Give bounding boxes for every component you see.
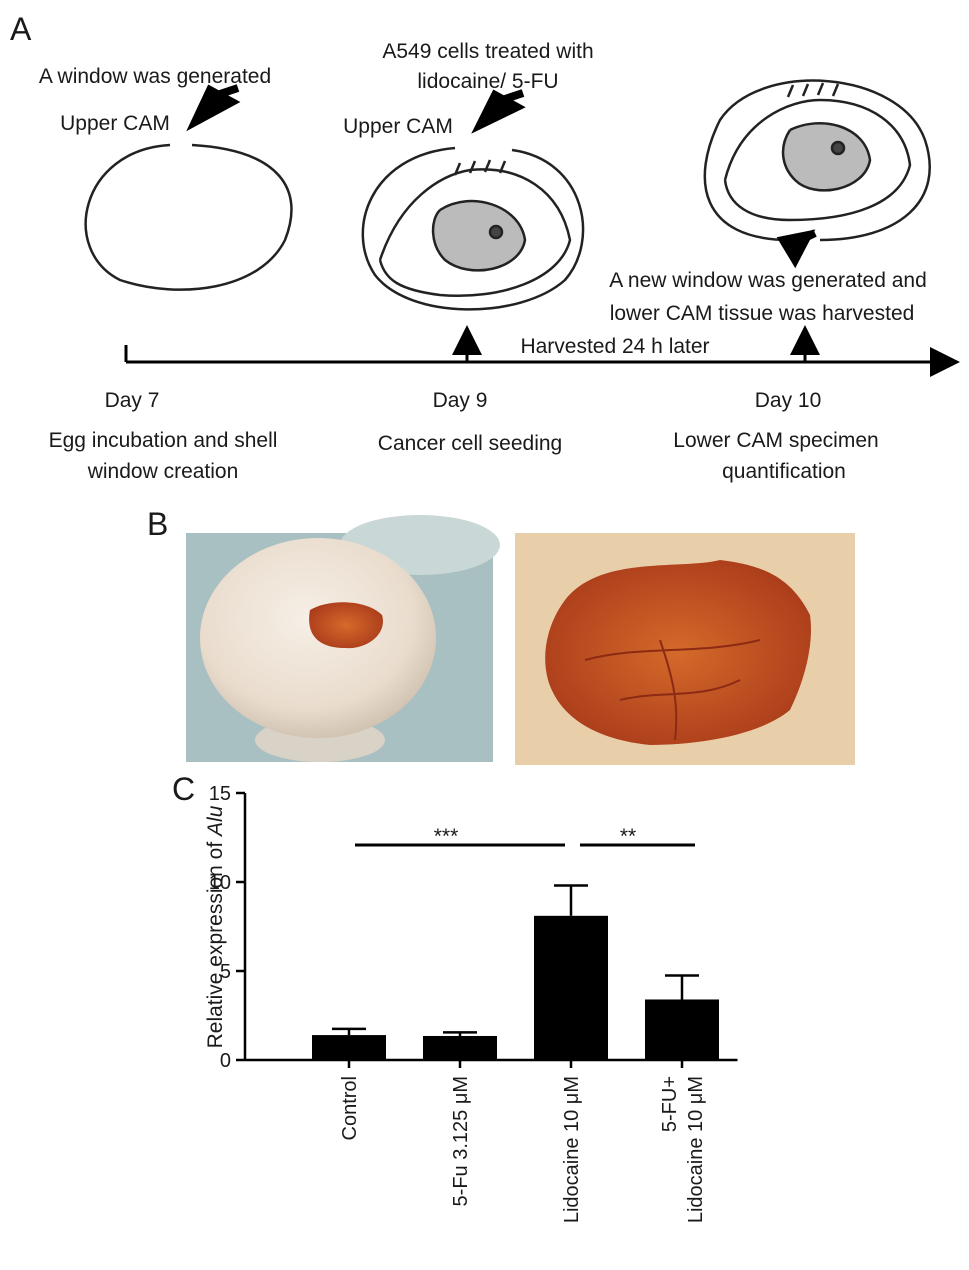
step-label: Cancer cell seeding	[378, 432, 562, 455]
panel-label: B	[147, 506, 168, 542]
panel-label: A	[10, 11, 32, 47]
x-tick-label: 5-FU+ Lidocaine 10 μM	[659, 1076, 707, 1223]
arrow	[776, 229, 817, 269]
photo-cam	[515, 533, 855, 765]
significance-label: ***	[434, 825, 459, 848]
x-tick-label: Lidocaine 10 μM	[561, 1076, 583, 1223]
x-tick-label-line: 5-FU+	[659, 1076, 681, 1132]
bar	[645, 999, 719, 1060]
step-label: Egg incubation and shell	[49, 429, 278, 452]
annotation: A window was generated	[39, 65, 271, 88]
step-label: window creation	[87, 460, 239, 483]
egg-diagram	[361, 146, 585, 311]
panel-label: C	[172, 771, 195, 807]
annotation: Harvested 24 h later	[520, 335, 709, 358]
step-label: quantification	[722, 460, 846, 483]
annotation: lidocaine/ 5-FU	[417, 70, 558, 93]
arrow	[471, 89, 526, 134]
step-label: Lower CAM specimen	[673, 429, 878, 452]
y-axis-label: Relative expression of Alu	[204, 805, 227, 1048]
day-label: Day 7	[105, 389, 160, 412]
x-tick-label: Control	[339, 1076, 361, 1140]
annotation: Upper CAM	[343, 115, 453, 138]
y-tick-label: 5	[220, 961, 231, 983]
x-tick-label-line: Lidocaine 10 μM	[685, 1076, 707, 1223]
annotation: Upper CAM	[60, 112, 170, 135]
y-tick-label: 15	[209, 783, 231, 805]
y-tick-label: 10	[209, 872, 231, 894]
day-label: Day 10	[755, 389, 822, 412]
annotation: A new window was generated and	[609, 269, 927, 292]
egg-outline	[84, 143, 293, 291]
arrow	[186, 84, 241, 132]
y-axis-label-text: Relative expression of	[204, 836, 227, 1048]
annotation: A549 cells treated with	[382, 40, 593, 63]
y-axis-label-italic: Alu	[204, 805, 227, 838]
bar	[312, 1035, 386, 1060]
bar	[423, 1035, 497, 1060]
photo-egg	[186, 515, 500, 762]
x-tick-label: 5-Fu 3.125 μM	[450, 1076, 472, 1206]
annotation: lower CAM tissue was harvested	[610, 302, 915, 325]
egg-diagram	[703, 79, 931, 242]
bar	[534, 915, 608, 1060]
day-label: Day 9	[433, 389, 488, 412]
y-tick-label: 0	[220, 1050, 231, 1072]
significance-label: **	[620, 825, 636, 848]
